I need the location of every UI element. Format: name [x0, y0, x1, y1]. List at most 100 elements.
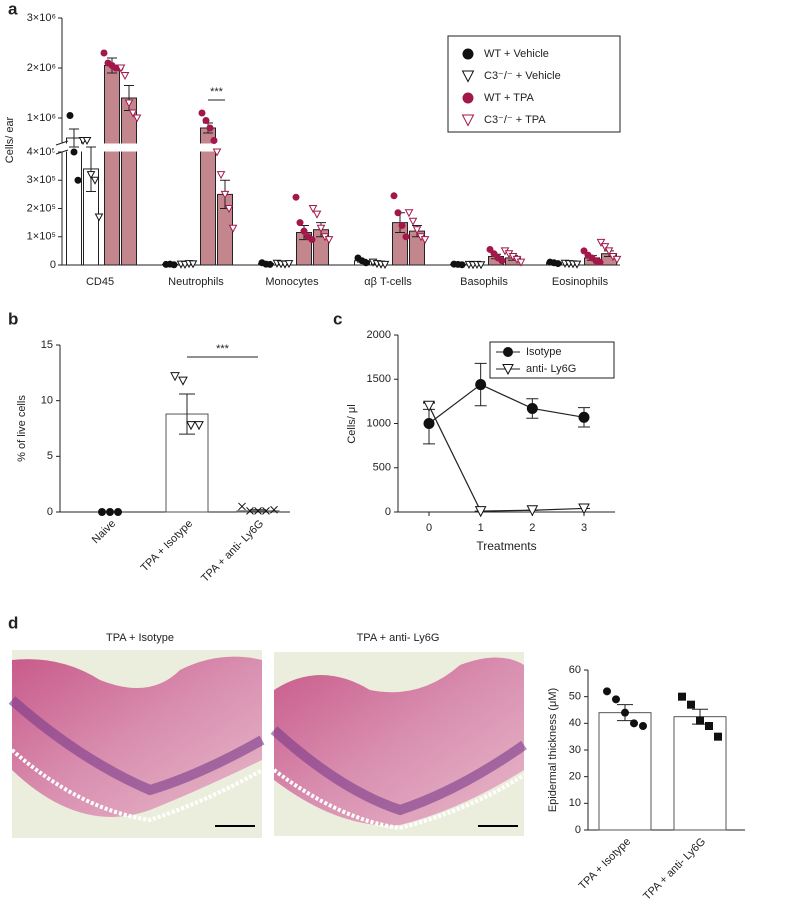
point — [198, 109, 206, 117]
point — [114, 508, 122, 516]
image-title: TPA + anti- Ly6G — [357, 632, 440, 644]
point — [194, 421, 204, 431]
point — [324, 236, 334, 245]
histology-right — [270, 652, 527, 836]
significance-label: *** — [210, 86, 224, 98]
x-tick-label: 1 — [478, 522, 484, 534]
x-tick-label: 2 — [529, 522, 535, 534]
point — [362, 259, 370, 267]
point — [621, 708, 629, 717]
point — [74, 176, 82, 184]
point — [90, 176, 100, 185]
point — [404, 209, 414, 218]
error-bar — [179, 393, 195, 435]
point — [216, 171, 226, 180]
y-tick-label: 2000 — [367, 329, 391, 341]
legend-label: anti- Ly6G — [526, 363, 576, 375]
point — [308, 236, 316, 244]
legend-label: Isotype — [526, 346, 561, 358]
y-axis-label: Epidermal thickness (μM) — [547, 688, 559, 812]
y-tick-label: 15 — [41, 339, 53, 351]
significance-label: *** — [216, 343, 230, 355]
point — [705, 722, 713, 730]
bar — [66, 137, 82, 266]
point — [188, 260, 198, 269]
point — [402, 233, 410, 241]
point — [461, 114, 475, 127]
y-tick-label: 50 — [569, 691, 581, 703]
point — [86, 171, 96, 180]
point — [120, 72, 130, 81]
line — [428, 383, 585, 424]
point — [612, 695, 620, 704]
panel-label: d — [8, 613, 18, 632]
point — [220, 190, 230, 199]
point — [475, 379, 487, 391]
point — [270, 505, 278, 514]
point — [714, 732, 722, 741]
point — [630, 719, 638, 728]
point — [94, 213, 104, 222]
point — [186, 421, 196, 431]
point — [490, 250, 498, 258]
y-tick-label: 30 — [569, 744, 581, 756]
point — [596, 258, 604, 266]
axis-break — [54, 143, 620, 152]
x-tick-label: Basophils — [460, 276, 508, 288]
x-tick-label: TPA + anti- Ly6G — [641, 836, 708, 902]
point — [412, 226, 422, 235]
point — [423, 418, 435, 429]
y-axis-label: Cells/ μl — [346, 404, 358, 443]
point — [128, 109, 138, 118]
point — [210, 137, 218, 144]
point — [312, 210, 322, 219]
error-bar — [69, 128, 79, 148]
point — [98, 508, 106, 516]
histology-left — [8, 650, 265, 838]
point — [380, 260, 390, 269]
point — [202, 117, 210, 124]
y-tick-label: 10 — [569, 797, 581, 809]
point — [486, 245, 494, 253]
bar — [598, 712, 652, 831]
point — [132, 114, 142, 123]
x-tick-label: TPA + anti- Ly6G — [199, 518, 266, 585]
point — [266, 260, 274, 268]
point — [238, 502, 246, 511]
y-tick-label: 500 — [373, 462, 391, 474]
image-title: TPA + Isotype — [106, 632, 174, 644]
panel-label: a — [8, 0, 18, 18]
y-tick-label: 1500 — [367, 373, 391, 385]
point — [170, 261, 178, 269]
point — [178, 376, 188, 386]
point — [461, 70, 475, 83]
y-tick-label: 1×10⁵ — [27, 231, 56, 243]
point — [578, 411, 590, 423]
point — [603, 687, 611, 696]
y-axis-label: Cells/ ear — [4, 116, 16, 163]
x-tick-label: Eosinophils — [552, 276, 609, 288]
line — [428, 405, 585, 512]
y-tick-label: 2×10⁶ — [27, 62, 56, 74]
point — [300, 227, 308, 235]
point — [228, 224, 238, 233]
point — [572, 260, 582, 269]
point — [124, 99, 134, 108]
point — [292, 193, 300, 201]
point — [600, 243, 610, 252]
point — [498, 257, 506, 265]
point — [66, 112, 74, 119]
point — [308, 205, 318, 214]
point — [100, 49, 108, 57]
point — [462, 48, 474, 60]
legend-label: WT + Vehicle — [484, 48, 549, 60]
x-tick-label: Neutrophils — [168, 276, 224, 288]
point — [474, 506, 487, 518]
point — [696, 716, 704, 725]
y-tick-label: 10 — [41, 395, 53, 407]
point — [580, 247, 588, 255]
y-tick-label: 0 — [575, 824, 581, 836]
x-axis-label: Treatments — [476, 539, 536, 553]
point — [687, 700, 695, 709]
